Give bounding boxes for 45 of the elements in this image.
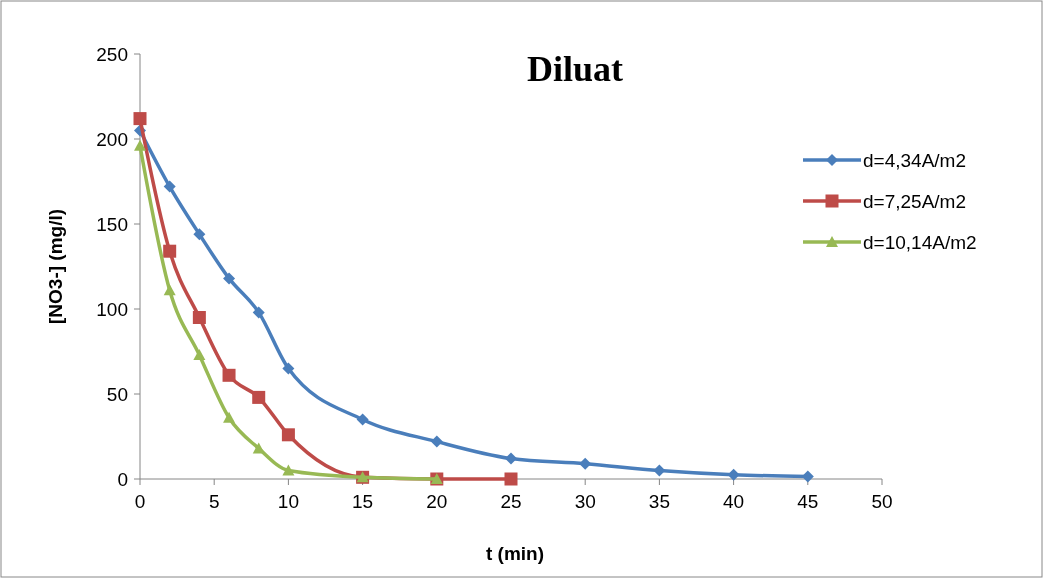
x-tick-label: 40 — [723, 491, 745, 512]
point — [282, 464, 295, 476]
x-axis-title: t (min) — [485, 543, 545, 564]
y-tick-label: 50 — [106, 383, 128, 405]
point — [282, 362, 295, 375]
x-tick-label: 5 — [208, 491, 220, 512]
y-tick-label: 200 — [96, 128, 128, 150]
point — [163, 284, 176, 296]
point — [505, 452, 517, 465]
x-tick-label: 35 — [648, 491, 670, 512]
x-tick-label: 20 — [426, 491, 448, 512]
point — [163, 180, 176, 193]
point — [252, 306, 265, 319]
x-tick-label: 15 — [352, 491, 374, 512]
legend-label: d=7,25A/m2 — [863, 190, 966, 212]
x-tick-label: 0 — [134, 491, 146, 512]
point — [193, 348, 206, 360]
point — [193, 228, 206, 241]
point — [192, 311, 206, 324]
x-tick-label: 10 — [277, 491, 299, 512]
y-tick-label: 250 — [96, 43, 128, 65]
x-tick-label: 25 — [500, 491, 522, 512]
point — [223, 272, 236, 285]
point — [281, 428, 295, 442]
x-tick-label: 50 — [871, 491, 893, 512]
point — [222, 368, 236, 382]
y-tick-label: 100 — [96, 298, 128, 320]
y-axis-title: [NO3-] (mg/l) — [45, 208, 66, 325]
legend-label: d=4,34A/m2 — [863, 149, 966, 171]
point — [504, 472, 518, 486]
legend-label: d=10,14A/m2 — [863, 231, 977, 253]
y-tick-label: 0 — [117, 468, 128, 490]
point — [430, 435, 443, 448]
point — [223, 411, 236, 423]
chart-title: Diluat — [526, 49, 624, 89]
y-tick-label: 150 — [96, 213, 128, 235]
point — [579, 457, 592, 470]
x-tick-label: 45 — [797, 491, 819, 512]
point — [163, 244, 177, 258]
x-tick-label: 30 — [574, 491, 596, 512]
point — [252, 442, 265, 454]
point — [356, 413, 369, 426]
point — [133, 112, 147, 126]
point — [134, 139, 146, 151]
point — [252, 390, 266, 404]
